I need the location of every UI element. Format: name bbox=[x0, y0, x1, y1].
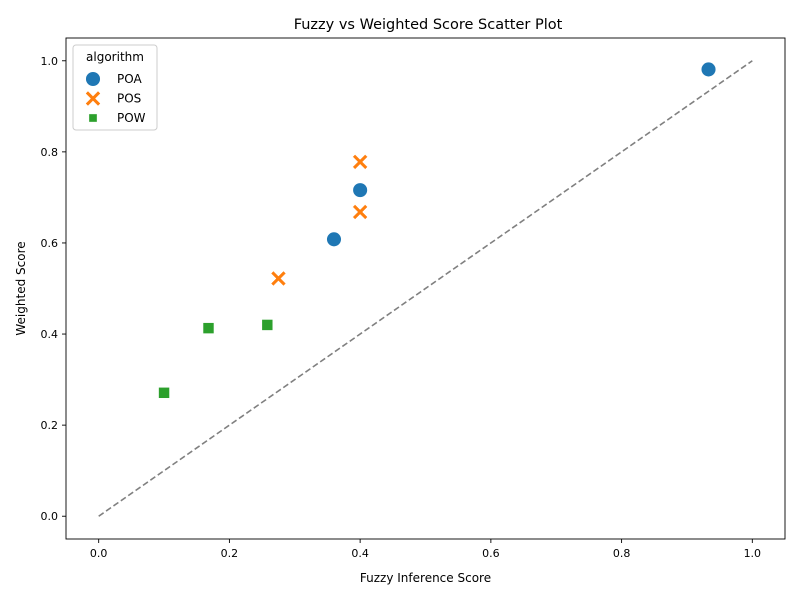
x-axis-ticks: 0.0 0.2 0.4 0.6 0.8 1.0 bbox=[90, 539, 761, 560]
y-tick-label: 0.6 bbox=[41, 237, 59, 250]
data-point-pow bbox=[202, 322, 215, 334]
x-tick-label: 0.2 bbox=[221, 547, 239, 560]
plot-frame bbox=[65, 37, 786, 540]
data-point-pow bbox=[158, 386, 170, 399]
y-tick-label: 0.0 bbox=[41, 510, 59, 523]
x-tick-label: 1.0 bbox=[744, 547, 762, 560]
x-tick-label: 0.8 bbox=[613, 547, 631, 560]
legend-label-poa: POA bbox=[117, 72, 142, 86]
data-point-pos bbox=[352, 204, 368, 220]
data-point-pos bbox=[270, 270, 287, 287]
legend-marker-poa bbox=[85, 71, 101, 87]
x-tick-label: 0.6 bbox=[482, 547, 500, 560]
legend-label-pos: POS bbox=[117, 92, 141, 106]
legend-items: POA POS POW bbox=[85, 71, 146, 125]
data-points bbox=[158, 61, 717, 399]
legend-title: algorithm bbox=[86, 50, 144, 64]
y-tick-label: 0.2 bbox=[41, 419, 59, 432]
legend-label-pow: POW bbox=[117, 111, 146, 125]
y-tick-label: 0.8 bbox=[41, 146, 59, 159]
y-tick-label: 0.4 bbox=[41, 328, 59, 341]
legend-marker-pos bbox=[85, 90, 101, 107]
legend: algorithm POA POS POW bbox=[72, 44, 158, 131]
y-axis-label: Weighted Score bbox=[14, 241, 28, 335]
legend-marker-pow bbox=[88, 113, 98, 123]
legend-frame bbox=[72, 44, 158, 131]
reference-diagonal-line bbox=[98, 60, 753, 517]
data-point-poa bbox=[326, 231, 342, 248]
chart-title: Fuzzy vs Weighted Score Scatter Plot bbox=[294, 17, 563, 33]
x-tick-label: 0.0 bbox=[90, 547, 108, 560]
y-axis-ticks: 0.0 0.2 0.4 0.6 0.8 1.0 bbox=[41, 55, 66, 523]
data-point-pow bbox=[261, 319, 274, 331]
data-point-poa bbox=[700, 61, 717, 78]
x-tick-label: 0.4 bbox=[351, 547, 369, 560]
data-point-pos bbox=[352, 154, 368, 170]
x-axis-label: Fuzzy Inference Score bbox=[360, 571, 491, 585]
data-point-poa bbox=[352, 182, 368, 198]
y-tick-label: 1.0 bbox=[41, 55, 59, 68]
